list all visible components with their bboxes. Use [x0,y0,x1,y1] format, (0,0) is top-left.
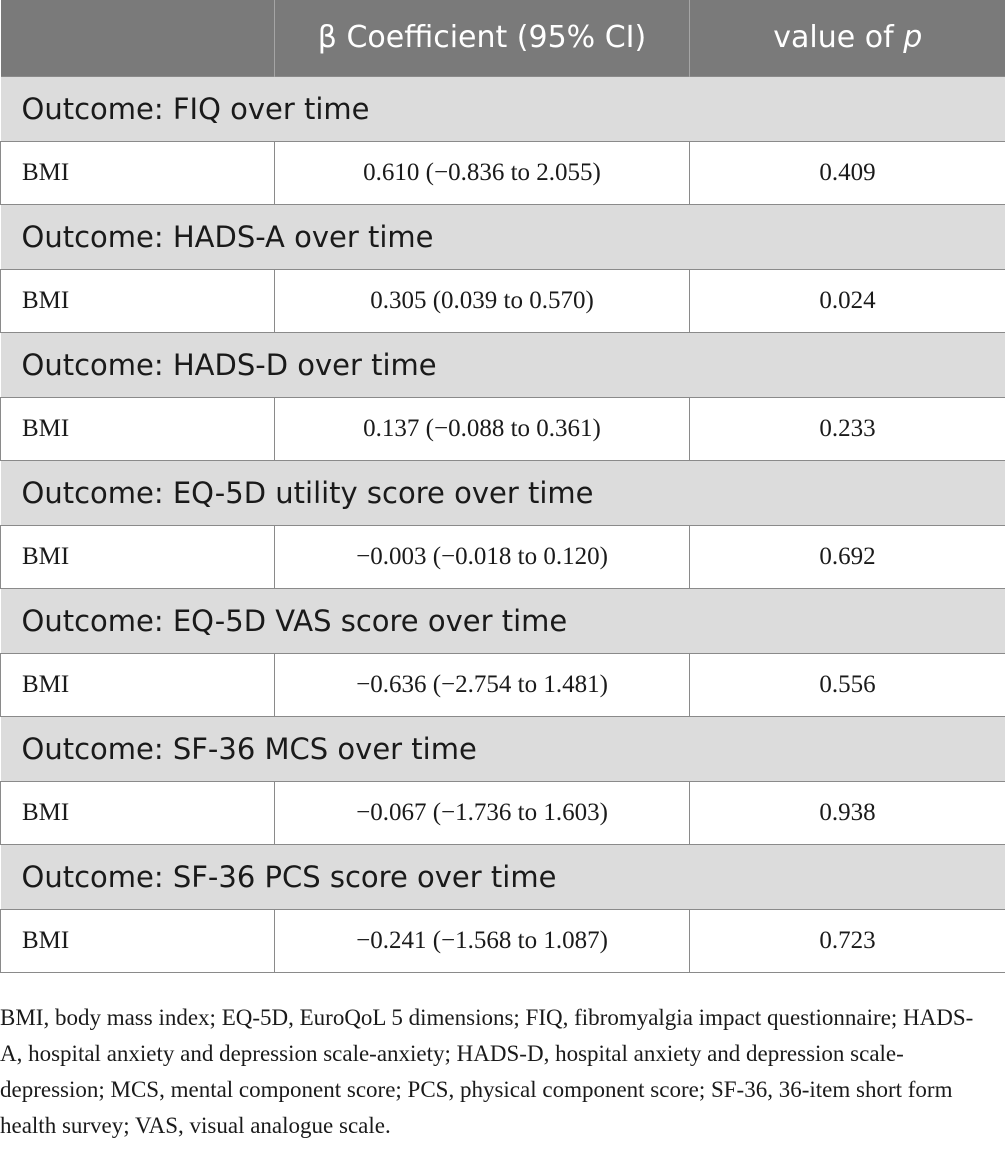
table-row: BMI −0.067 (−1.736 to 1.603) 0.938 [0,781,1005,845]
cell-p-value: 0.233 [689,397,1005,461]
cell-beta: −0.003 (−0.018 to 0.120) [274,525,690,589]
table-row: BMI −0.003 (−0.018 to 0.120) 0.692 [0,525,1005,589]
cell-beta: 0.137 (−0.088 to 0.361) [274,397,690,461]
header-p-value: value of p [689,0,1005,76]
cell-beta: −0.067 (−1.736 to 1.603) [274,781,690,845]
cell-p-value: 0.723 [689,909,1005,973]
section-title: Outcome: HADS-A over time [0,203,1005,270]
section-title: Outcome: SF-36 MCS over time [0,715,1005,782]
section-row: Outcome: SF-36 PCS score over time [0,843,1005,910]
table-row: BMI −0.241 (−1.568 to 1.087) 0.723 [0,909,1005,973]
cell-p-value: 0.556 [689,653,1005,717]
section-title: Outcome: HADS-D over time [0,331,1005,398]
section-title: Outcome: EQ-5D utility score over time [0,459,1005,526]
cell-variable: BMI [0,141,275,205]
cell-variable: BMI [0,269,275,333]
cell-p-value: 0.024 [689,269,1005,333]
section-row: Outcome: EQ-5D utility score over time [0,459,1005,526]
section-row: Outcome: HADS-D over time [0,331,1005,398]
section-row: Outcome: EQ-5D VAS score over time [0,587,1005,654]
section-title: Outcome: EQ-5D VAS score over time [0,587,1005,654]
section-title: Outcome: FIQ over time [0,75,1005,142]
table-row: BMI 0.610 (−0.836 to 2.055) 0.409 [0,141,1005,205]
table-row: BMI 0.305 (0.039 to 0.570) 0.024 [0,269,1005,333]
table-row: BMI 0.137 (−0.088 to 0.361) 0.233 [0,397,1005,461]
cell-beta: −0.636 (−2.754 to 1.481) [274,653,690,717]
header-p-symbol: p [903,20,923,56]
cell-p-value: 0.409 [689,141,1005,205]
header-row: β Coefficient (95% CI) value of p [0,0,1005,76]
section-title: Outcome: SF-36 PCS score over time [0,843,1005,910]
section-row: Outcome: SF-36 MCS over time [0,715,1005,782]
cell-p-value: 0.692 [689,525,1005,589]
cell-variable: BMI [0,781,275,845]
header-p-value-prefix: value of [773,20,904,56]
header-blank [0,0,275,76]
results-table: β Coefficient (95% CI) value of p Outcom… [0,0,1005,973]
section-row: Outcome: FIQ over time [0,75,1005,142]
cell-variable: BMI [0,909,275,973]
cell-variable: BMI [0,653,275,717]
table-footnote: BMI, body mass index; EQ-5D, EuroQoL 5 d… [0,1005,974,1138]
cell-beta: 0.610 (−0.836 to 2.055) [274,141,690,205]
cell-variable: BMI [0,397,275,461]
cell-variable: BMI [0,525,275,589]
cell-beta: 0.305 (0.039 to 0.570) [274,269,690,333]
table-row: BMI −0.636 (−2.754 to 1.481) 0.556 [0,653,1005,717]
header-beta-coefficient: β Coefficient (95% CI) [274,0,690,76]
section-row: Outcome: HADS-A over time [0,203,1005,270]
cell-p-value: 0.938 [689,781,1005,845]
cell-beta: −0.241 (−1.568 to 1.087) [274,909,690,973]
